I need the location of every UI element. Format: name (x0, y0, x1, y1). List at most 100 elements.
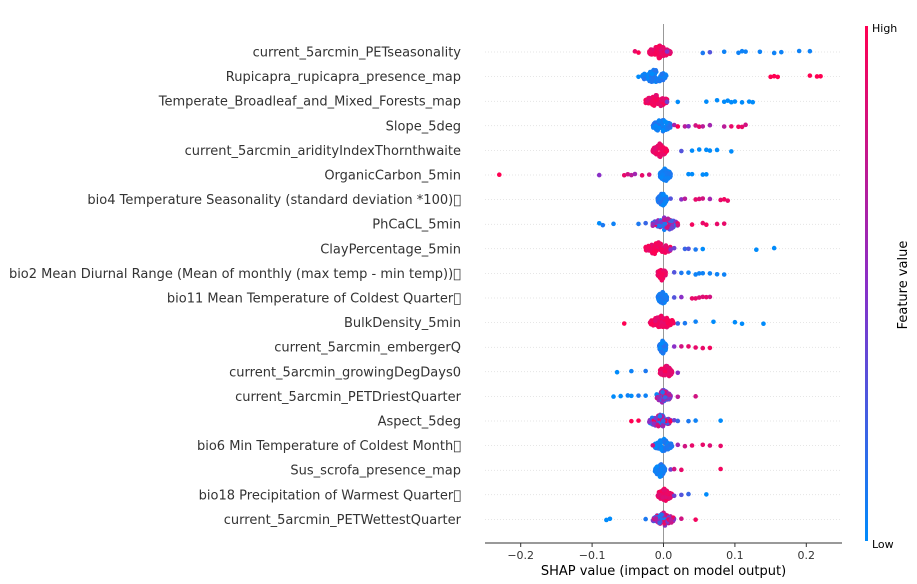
feature-label: Temperate_Broadleaf_and_Mixed_Forests_ma… (158, 95, 461, 110)
x-tick-label: 0.1 (726, 549, 744, 562)
shap-point (732, 319, 738, 325)
shap-point (700, 220, 706, 226)
shap-point (700, 50, 706, 56)
colorbar-title: Feature value (896, 241, 911, 330)
shap-point (693, 319, 698, 324)
shap-point (667, 495, 673, 501)
shap-point (682, 196, 688, 202)
shap-point (671, 466, 677, 472)
shap-point (666, 392, 672, 398)
shap-point (693, 247, 698, 252)
shap-point (700, 124, 706, 129)
shap-point (668, 247, 673, 252)
shap-point (657, 345, 663, 351)
shap-point (746, 99, 752, 104)
shap-point (651, 244, 657, 250)
shap-point (714, 97, 720, 103)
shap-point (662, 439, 667, 444)
shap-point (671, 270, 677, 275)
feature-label: current_5arcmin_embergerQ (274, 341, 461, 356)
shap-point (675, 222, 681, 228)
shap-point (636, 221, 641, 227)
shap-point (700, 172, 706, 177)
shap-point (647, 419, 652, 425)
shap-point (636, 50, 641, 55)
shap-point (714, 221, 720, 227)
shap-point (679, 294, 684, 300)
shap-point (707, 294, 713, 300)
shap-point (704, 222, 709, 228)
shap-point (660, 495, 666, 500)
shap-point (704, 294, 709, 300)
shap-point (632, 49, 638, 54)
shap-point (693, 197, 698, 202)
shap-point (636, 74, 641, 80)
shap-point (648, 49, 653, 54)
shap-point (714, 271, 720, 277)
shap-point (693, 418, 698, 423)
shap-point (661, 418, 666, 424)
shap-point (668, 196, 673, 201)
shap-point (721, 124, 727, 129)
shap-point (659, 152, 664, 158)
shap-point (664, 363, 670, 369)
shap-point (707, 443, 713, 448)
shap-point (660, 127, 666, 133)
shap-point (629, 368, 634, 374)
shap-point (659, 175, 664, 180)
colorbar (865, 26, 868, 541)
shap-point (660, 290, 666, 295)
x-axis-ticks: −0.2 −0.1 0.0 0.1 0.2 (507, 543, 815, 562)
shap-point (668, 517, 673, 522)
shap-point (625, 393, 631, 398)
shap-point (636, 393, 641, 398)
shap-point (739, 321, 745, 327)
shap-point (656, 395, 661, 400)
shap-point (679, 197, 684, 202)
shap-point (621, 321, 627, 326)
shap-point (750, 99, 756, 105)
shap-point (654, 322, 659, 328)
shap-point (736, 50, 741, 56)
shap-point (668, 442, 674, 448)
shap-point (679, 344, 684, 349)
shap-point (796, 48, 802, 54)
shap-point (718, 443, 723, 449)
shap-point (682, 443, 688, 449)
feature-label: bio11 Mean Temperature of Coldest Quarte… (167, 292, 461, 307)
shap-point (707, 148, 713, 153)
shap-point (721, 197, 727, 202)
shap-point (656, 296, 661, 302)
shap-point (689, 171, 695, 177)
shap-point (675, 321, 681, 326)
shap-point (662, 167, 668, 172)
shap-point (659, 320, 664, 325)
shap-point (600, 222, 606, 228)
shap-point (632, 171, 638, 177)
shap-point (775, 74, 781, 80)
x-axis-title: SHAP value (impact on model output) (541, 564, 786, 579)
shap-point (818, 74, 823, 79)
shap-point (732, 99, 738, 104)
shap-point (644, 98, 650, 104)
shap-point (679, 270, 684, 276)
shap-point (693, 123, 698, 128)
feature-label: current_5arcmin_growingDegDays0 (229, 365, 461, 380)
shap-point (707, 271, 713, 276)
feature-label: OrganicCarbon_5min (324, 169, 461, 184)
shap-point (686, 246, 691, 252)
x-tick-label: 0.2 (798, 549, 816, 562)
shap-point (611, 221, 616, 227)
shap-point (671, 245, 677, 251)
shap-point (660, 423, 666, 428)
shap-point (596, 220, 602, 226)
shap-point (636, 418, 641, 423)
feature-label: current_5arcmin_PETDriestQuarter (235, 390, 462, 405)
shap-point (679, 467, 684, 473)
shap-point (721, 49, 727, 55)
feature-label: BulkDensity_5min (344, 316, 461, 331)
colorbar-high-label: High (872, 22, 897, 35)
shap-point (668, 418, 673, 424)
shap-point (700, 196, 706, 201)
shap-point (714, 147, 720, 153)
